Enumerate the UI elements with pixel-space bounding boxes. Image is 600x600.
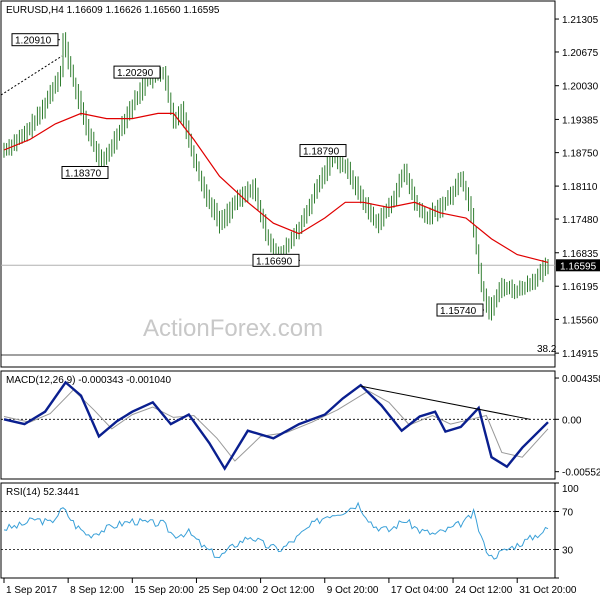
time-tick-label: 8 Sep 12:00: [70, 585, 124, 596]
time-tick-label: 15 Sep 20:00: [134, 585, 194, 596]
price-tick-label: 1.16835: [562, 249, 599, 260]
macd-title: MACD(12,26,9) -0.000343 -0.001040: [6, 375, 172, 386]
price-tick-label: 1.14915: [562, 349, 599, 360]
annotation-box: [113, 65, 161, 79]
annotation-label: 1.20910: [15, 36, 52, 47]
macd-line: [3, 380, 549, 471]
annotation-label: 1.16690: [256, 256, 293, 267]
rsi-tick-label: 30: [562, 546, 574, 557]
annotation-box: [61, 165, 109, 179]
rsi-axis: 100 70 30: [555, 482, 579, 579]
time-tick-label: 2 Oct 12:00: [263, 585, 315, 596]
annotation-box: [436, 303, 484, 317]
time-tick-label: 24 Oct 12:00: [455, 585, 513, 596]
macd-tick-label: 0.00: [562, 415, 582, 426]
time-tick-label: 9 Oct 20:00: [327, 585, 379, 596]
annotation-box: [299, 144, 347, 158]
price-tick-label: 1.18110: [562, 182, 598, 193]
macd-panel: MACD(12,26,9) -0.000343 -0.001040 0.0043…: [0, 370, 600, 480]
price-panel: EURUSD,H4 1.16609 1.16626 1.16560 1.1659…: [0, 0, 600, 368]
macd-trendline: [360, 385, 531, 420]
time-tick-label: 1 Sep 2017: [6, 585, 58, 596]
rsi-line: [3, 501, 549, 560]
macd-axis: 0.004358 0.00 -0.005528: [555, 374, 600, 479]
rsi-tick-label: 100: [562, 484, 579, 495]
rsi-tick-label: 70: [562, 508, 574, 519]
fib-38-label: 38.2: [537, 344, 557, 355]
price-bars: [3, 32, 549, 321]
rsi-panel-frame: [0, 482, 556, 579]
price-axis: 1.21305 1.20675 1.20030 1.19385 1.18750 1.181…: [555, 15, 599, 360]
price-tick-label: 1.17480: [562, 215, 599, 226]
macd-tick-label: -0.005528: [562, 468, 600, 479]
price-tick-label: 1.19385: [562, 115, 599, 126]
macd-panel-frame: [0, 370, 556, 480]
price-tick-label: 1.15560: [562, 315, 599, 326]
time-tick-label: 31 Oct 20:00: [519, 585, 577, 596]
annotation-label: 1.15740: [440, 306, 477, 317]
rsi-title: RSI(14) 52.3441: [6, 487, 80, 498]
rsi-panel: RSI(14) 52.3441 100 70 30: [0, 482, 579, 579]
time-tick-label: 17 Oct 04:00: [391, 585, 449, 596]
time-tick-label: 25 Sep 04:00: [198, 585, 258, 596]
time-axis: 1 Sep 2017 8 Sep 12:00 15 Sep 20:00 25 Sep …: [3, 578, 577, 596]
price-tick-label: 1.20030: [562, 82, 599, 93]
annotation-box: [252, 253, 300, 267]
trend-channel-line: [0, 55, 63, 96]
annotation-label: 1.18790: [303, 147, 340, 158]
price-tick-label: 1.18750: [562, 149, 599, 160]
annotation-label: 1.18370: [65, 168, 102, 179]
price-annotations: 1.20910 1.20290 1.18370 1.18790 1.16690 1.157…: [11, 33, 484, 317]
price-tick-label: 1.20675: [562, 48, 599, 59]
price-title: EURUSD,H4 1.16609 1.16626 1.16560 1.1659…: [6, 5, 220, 16]
last-price-box: 1.16595: [556, 259, 600, 272]
last-price-label: 1.16595: [560, 261, 597, 272]
price-tick-label: 1.16195: [562, 282, 599, 293]
sma-line: [3, 112, 549, 263]
price-tick-label: 1.21305: [562, 15, 599, 26]
last-price-box-bg: [556, 259, 600, 272]
macd-tick-label: 0.004358: [562, 374, 600, 385]
annotation-box: [11, 33, 59, 47]
annotation-label: 1.20290: [117, 68, 154, 79]
watermark: ActionForex.com: [143, 315, 323, 342]
